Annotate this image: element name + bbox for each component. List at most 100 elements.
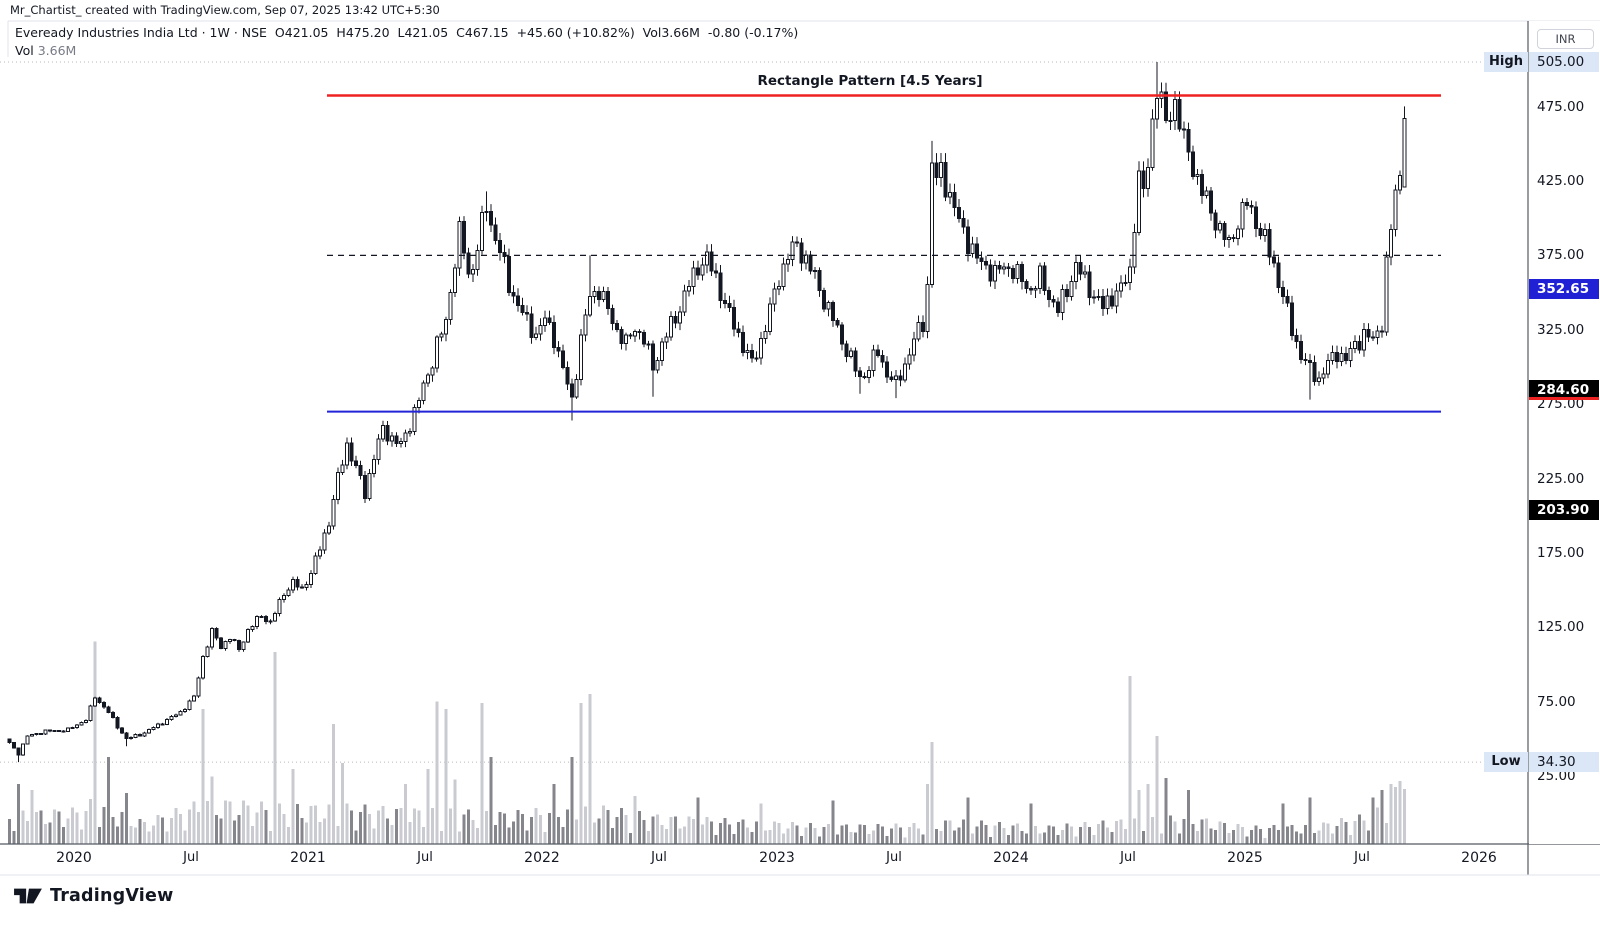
volume-bar — [354, 830, 358, 844]
volume-bar — [575, 819, 578, 844]
candle-body — [912, 338, 916, 356]
volume-bar — [1209, 828, 1213, 844]
volume-bar — [1236, 824, 1240, 844]
volume-bar — [1101, 820, 1105, 844]
volume-bar — [746, 827, 749, 844]
candle-body — [111, 711, 115, 719]
volume-bar — [777, 823, 781, 844]
candle-body — [21, 743, 25, 756]
volume-bar — [863, 825, 866, 844]
volume-bar — [1173, 821, 1177, 844]
vol-label: Vol — [15, 43, 34, 58]
candle-body — [340, 464, 345, 474]
volume-pane — [8, 641, 1406, 844]
candle-body — [435, 336, 439, 369]
candle-body — [534, 333, 538, 339]
volume-bar — [255, 812, 259, 844]
volume-bar — [363, 804, 367, 844]
volume-bar — [201, 709, 205, 844]
candle-body — [984, 261, 988, 266]
volume-bar — [1398, 781, 1402, 844]
candle-body — [322, 532, 327, 551]
candle-body — [399, 441, 403, 445]
volume-bar — [1308, 797, 1312, 844]
volume-bar — [1250, 830, 1253, 844]
volume-bar — [129, 825, 133, 844]
tradingview-logo[interactable]: TradingView — [12, 883, 173, 909]
candle-body — [66, 727, 70, 732]
currency-button[interactable]: INR — [1537, 29, 1594, 49]
volume-bar — [1272, 824, 1276, 844]
volume-bar — [1002, 827, 1006, 844]
candle-body — [1173, 99, 1177, 122]
candle-body — [1222, 223, 1227, 241]
volume-bar — [1241, 827, 1244, 844]
candle-body — [439, 333, 444, 338]
volume-bar — [417, 810, 421, 844]
volume-bar — [444, 709, 448, 844]
candle-body — [309, 572, 313, 586]
volume-bar — [881, 826, 884, 844]
candle-body — [129, 736, 133, 740]
candle-body — [178, 710, 183, 716]
candle-body — [457, 220, 462, 269]
candle-body — [646, 343, 651, 346]
volume-bar — [867, 833, 871, 844]
volume-bar — [665, 828, 668, 844]
volume-bar — [939, 830, 943, 844]
pattern-annotation[interactable]: Rectangle Pattern [4.5 Years] — [757, 73, 983, 89]
candle-body — [597, 290, 601, 300]
volume-bar — [1358, 814, 1361, 844]
volume-bar — [1191, 823, 1195, 844]
volume-bar — [413, 808, 416, 844]
candle-body — [966, 226, 970, 254]
volume-bar — [80, 829, 83, 844]
volume-bar — [566, 809, 569, 844]
candle-body — [97, 697, 102, 704]
volume-bar — [215, 814, 218, 844]
volume-bar — [917, 828, 920, 844]
volume-bar — [1020, 830, 1024, 844]
candle-body — [102, 702, 106, 708]
volume-bar — [48, 822, 52, 844]
candle-body — [1155, 98, 1159, 120]
candle-body — [1056, 301, 1060, 314]
candle-body — [498, 240, 502, 253]
candle-body — [925, 283, 930, 332]
volume-bar — [1092, 835, 1096, 844]
tradingview-logo-icon — [14, 888, 42, 904]
volume-bar — [323, 818, 326, 844]
volume-bar — [687, 816, 691, 844]
candle-body — [1294, 334, 1299, 342]
price-tick-125.00: 125.00 — [1537, 619, 1585, 636]
candle-body — [660, 341, 664, 362]
candle-body — [1123, 282, 1128, 285]
candle-body — [88, 705, 93, 721]
volume-bar — [1065, 823, 1069, 844]
volume-bar — [332, 724, 335, 844]
candle-body — [579, 334, 583, 381]
volume-bar — [593, 822, 596, 844]
candle-body — [799, 242, 804, 264]
volume-bar — [386, 818, 389, 844]
candle-body — [898, 375, 903, 381]
volume-bar — [350, 810, 353, 844]
candle-body — [1393, 189, 1398, 231]
volume-bar — [1232, 830, 1235, 844]
candle-body — [1213, 212, 1218, 231]
volume-bar — [1061, 829, 1064, 844]
candle-body — [750, 350, 754, 359]
candle-body — [813, 270, 817, 273]
candle-body — [1290, 302, 1294, 336]
candle-body — [835, 320, 840, 326]
volume-legend: Vol 3.66M — [15, 43, 798, 58]
volume-bar — [1007, 835, 1010, 844]
volume-bar — [278, 803, 281, 844]
candle-body — [1191, 151, 1195, 178]
candle-body — [565, 366, 570, 385]
candle-body — [115, 717, 120, 729]
candle-body — [511, 292, 516, 297]
candle-body — [822, 289, 826, 310]
price-axis-background[interactable] — [1529, 21, 1600, 844]
